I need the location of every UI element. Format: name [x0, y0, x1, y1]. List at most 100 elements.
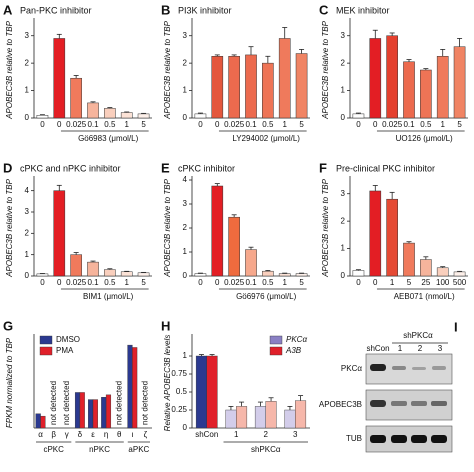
bar — [278, 38, 291, 119]
panel-letter: E — [161, 160, 170, 175]
x-tick-label: 0 — [215, 120, 220, 129]
bar — [262, 270, 274, 277]
bar — [295, 400, 307, 429]
x-tick-label: 0.5 — [420, 120, 432, 129]
chart-panel: F Pre-clinical PKC inhibitor APOBEC3B rela… — [319, 160, 468, 301]
x-tick-label: θ — [117, 430, 122, 439]
chart-title: Pre-clinical PKC inhibitor — [336, 163, 435, 173]
band — [432, 366, 446, 370]
blot-title: shPKCα — [403, 331, 433, 340]
bar — [87, 102, 99, 119]
y-tick-label: 2 — [25, 58, 30, 67]
y-tick-label: 1 — [183, 351, 188, 360]
y-tick-label: 1 — [25, 250, 30, 259]
y-axis-label: Relative APOBEC3B levels — [163, 335, 172, 432]
x-tick-label: 0 — [356, 278, 361, 287]
y-tick-label: 0 — [341, 271, 346, 280]
band — [370, 435, 386, 443]
x-tick-label: 0 — [57, 278, 62, 287]
x-tick-label: 0 — [198, 120, 203, 129]
x-tick-label: 1 — [282, 278, 287, 287]
bar — [35, 413, 41, 429]
bar — [92, 399, 98, 429]
x-tick-label: 0 — [215, 278, 220, 287]
bar — [369, 190, 382, 277]
legend-label: A3B — [285, 346, 302, 355]
y-axis-label: APOBEC3B relative to TBP — [163, 20, 172, 119]
x-tick-label: ι — [131, 430, 133, 439]
chart-panel: B PI3K inhibitor APOBEC3B relative to TBP 0… — [161, 2, 310, 143]
y-tick-label: 4 — [183, 175, 188, 184]
y-axis-label: APOBEC3B relative to TBP — [163, 178, 172, 277]
y-tick-label: 3 — [341, 189, 346, 198]
x-tick-label: 0 — [356, 120, 361, 129]
bar — [127, 344, 133, 429]
x-tick-label: 0 — [373, 120, 378, 129]
bar — [403, 242, 415, 277]
y-tick-label: 3 — [183, 199, 188, 208]
legend-label: PMA — [56, 346, 74, 355]
x-tick-label: α — [38, 430, 43, 439]
bar — [195, 355, 207, 429]
x-tick-label: 0.5 — [104, 278, 116, 287]
panel-letter: B — [161, 2, 170, 17]
y-axis-label: APOBEC3B relative to TBP — [321, 178, 330, 277]
chart-title: PI3K inhibitor — [178, 5, 232, 15]
x-tick-label: 0.025 — [66, 278, 87, 287]
bar — [284, 409, 296, 429]
x-tick-label: 3 — [293, 430, 298, 439]
y-axis-label: FPKM normalized to TBP — [5, 337, 14, 428]
y-tick-label: 3 — [341, 31, 346, 40]
annotation: not detected — [49, 381, 58, 425]
y-tick-label: 2 — [341, 58, 346, 67]
x-tick-label: 0.1 — [87, 278, 99, 287]
x-tick-label: 0 — [198, 278, 203, 287]
x-tick-label: δ — [78, 430, 83, 439]
lane-label: 1 — [398, 344, 403, 353]
band — [391, 435, 407, 443]
legend-label: DMSO — [56, 335, 80, 344]
chart-panel: H Relative APOBEC3B levels 0 0.25 0.5 0.75 1 sh… — [161, 318, 310, 454]
bar — [352, 113, 365, 119]
y-tick-label: 3 — [25, 207, 30, 216]
y-tick-label: 3 — [183, 31, 188, 40]
y-tick-label: 1 — [183, 86, 188, 95]
legend-swatch — [39, 346, 53, 356]
y-tick-label: 0 — [25, 271, 30, 280]
band — [370, 400, 386, 407]
bar — [206, 355, 218, 429]
x-tick-label: ε — [91, 430, 95, 439]
y-tick-label: 0 — [183, 271, 188, 280]
row-label: APOBEC3B — [319, 400, 362, 409]
y-tick-label: 2 — [25, 228, 30, 237]
bar — [403, 61, 415, 119]
x-tick-label: 100 — [436, 278, 450, 287]
chart-title: cPKC inhibitor — [178, 163, 235, 173]
x-tick-label: 0.025 — [224, 120, 245, 129]
bar — [262, 62, 274, 119]
legend-swatch — [269, 346, 283, 356]
x-tick-label: 0 — [373, 278, 378, 287]
bar — [74, 392, 81, 429]
panel-letter: G — [3, 318, 13, 333]
bar — [88, 399, 94, 429]
annotation: not detected — [62, 381, 71, 425]
x-tick-label: 0.5 — [262, 120, 274, 129]
x-tick-label: 25 — [421, 278, 430, 287]
lane-label: 3 — [438, 344, 443, 353]
bar — [386, 35, 398, 119]
bar — [132, 347, 138, 429]
x-tick-label: 0.025 — [66, 120, 87, 129]
x-tick-label: 1 — [124, 278, 129, 287]
x-tick-label: 1 — [440, 120, 445, 129]
chart-panel: C MEK inhibitor APOBEC3B relative to TBP 0 1… — [319, 2, 468, 143]
x-axis-label: BIM1 (μmol/L) — [83, 292, 134, 301]
bar — [254, 406, 266, 429]
bar — [70, 77, 82, 119]
y-tick-label: 1 — [25, 86, 30, 95]
x-tick-label: 0 — [40, 278, 45, 287]
bar — [36, 273, 49, 277]
lane-label: 2 — [418, 344, 423, 353]
